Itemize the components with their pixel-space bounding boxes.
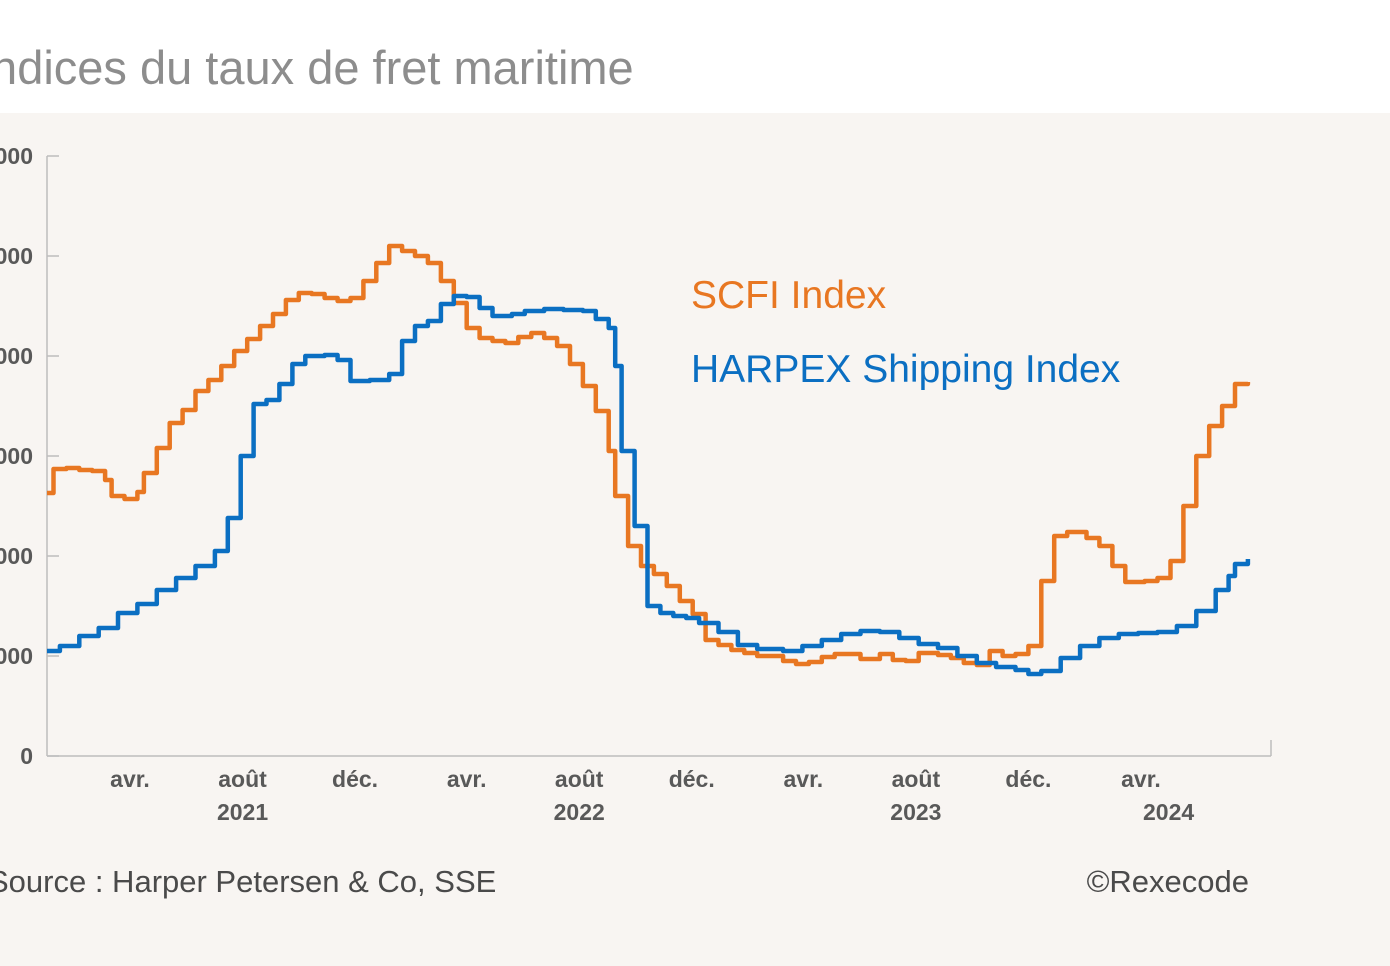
x-year-label: 2024 — [1143, 799, 1194, 825]
y-tick-label: 1000 — [0, 643, 33, 669]
y-tick-label: 0 — [20, 743, 33, 769]
x-tick-label: déc. — [332, 766, 378, 792]
plot-area — [47, 243, 1251, 677]
x-tick-label: août — [555, 766, 604, 792]
y-tick-label: 3000 — [0, 443, 33, 469]
copyright-note: ©Rexecode — [1086, 864, 1249, 899]
y-tick-label: 2000 — [0, 543, 33, 569]
chart-title: Indices du taux de fret maritime — [0, 41, 634, 94]
legend-scfi-label: SCFI Index — [691, 274, 887, 317]
y-axis: 0 1000 2000 3000 4000 5000 6000 — [0, 143, 59, 769]
x-tick-label: août — [218, 766, 267, 792]
y-tick-label: 5000 — [0, 243, 33, 269]
x-year-label: 2022 — [554, 799, 605, 825]
x-axis: avr. août déc. avr. août déc. avr. août déc. avr.… — [47, 740, 1272, 825]
source-note: Source : Harper Petersen & Co, SSE — [0, 864, 497, 899]
x-tick-label: avr. — [110, 766, 150, 792]
y-tick-label: 4000 — [0, 343, 33, 369]
chart-panel — [0, 113, 1390, 966]
x-tick-label: avr. — [447, 766, 487, 792]
x-tick-label: août — [892, 766, 941, 792]
x-tick-label: déc. — [1005, 766, 1051, 792]
y-tick-label: 6000 — [0, 143, 33, 169]
harpex-line — [47, 293, 1251, 677]
x-year-label: 2023 — [890, 799, 941, 825]
x-tick-label: avr. — [1121, 766, 1161, 792]
x-tick-label: déc. — [669, 766, 715, 792]
legend-harpex-label: HARPEX Shipping Index — [691, 348, 1121, 391]
scfi-line — [47, 243, 1251, 668]
x-year-label: 2021 — [217, 799, 268, 825]
x-tick-label: avr. — [784, 766, 824, 792]
